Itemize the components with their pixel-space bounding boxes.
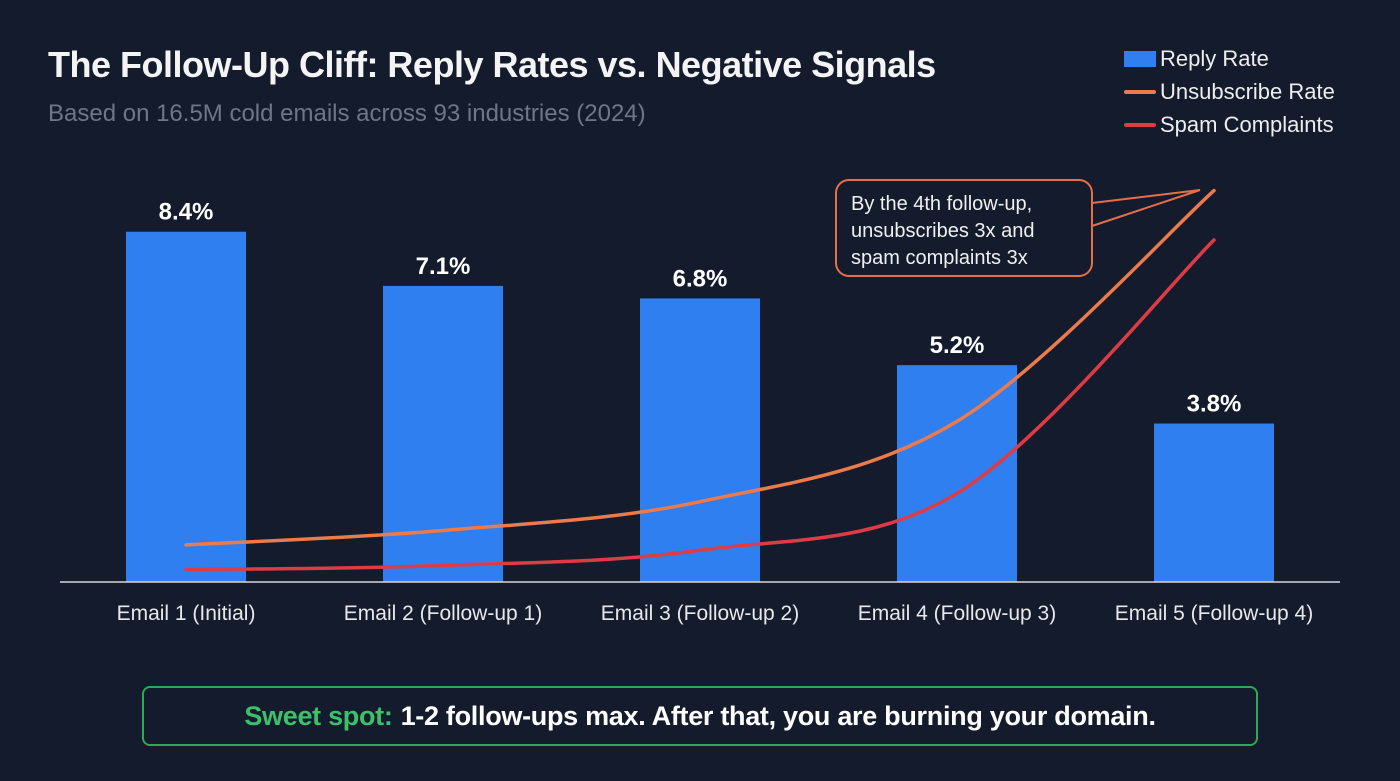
bar-value-label: 5.2% bbox=[930, 332, 985, 359]
bar bbox=[897, 365, 1017, 582]
legend-swatch bbox=[1124, 122, 1156, 127]
legend-label: Unsubscribe Rate bbox=[1160, 78, 1335, 104]
x-tick-label: Email 1 (Initial) bbox=[117, 602, 256, 625]
legend-label: Reply Rate bbox=[1160, 45, 1269, 71]
chart-title: The Follow-Up Cliff: Reply Rates vs. Neg… bbox=[48, 44, 936, 85]
bar bbox=[126, 231, 246, 582]
x-tick-label: Email 5 (Follow-up 4) bbox=[1115, 602, 1313, 625]
annotation-line: By the 4th follow-up, bbox=[851, 193, 1033, 215]
line-unsubscribe-rate bbox=[184, 188, 1216, 547]
banner-text: 1-2 follow-ups max. After that, you are … bbox=[400, 700, 1156, 731]
annotation-line: unsubscribes 3x and bbox=[851, 220, 1035, 242]
x-tick-label: Email 2 (Follow-up 1) bbox=[344, 602, 542, 625]
bar-value-label: 3.8% bbox=[1187, 391, 1242, 418]
annotation-callout: By the 4th follow-up, unsubscribes 3x an… bbox=[835, 179, 1093, 277]
bar bbox=[640, 298, 760, 582]
legend-swatch bbox=[1124, 50, 1156, 67]
legend-item-reply: Reply Rate bbox=[1124, 42, 1335, 75]
bar-value-label: 6.8% bbox=[673, 265, 728, 292]
legend-item-spam: Spam Complaints bbox=[1124, 108, 1335, 141]
line-spam-complaints bbox=[184, 238, 1216, 572]
callout-pointer bbox=[1091, 189, 1201, 227]
banner-highlight: Sweet spot: bbox=[244, 700, 393, 731]
legend-swatch bbox=[1124, 89, 1156, 94]
annotation-line: spam complaints 3x bbox=[851, 247, 1028, 269]
bar-value-label: 8.4% bbox=[159, 199, 214, 226]
x-tick-label: Email 3 (Follow-up 2) bbox=[601, 602, 799, 625]
takeaway-banner: Sweet spot: 1-2 follow-ups max. After th… bbox=[142, 686, 1258, 746]
legend-item-unsub: Unsubscribe Rate bbox=[1124, 75, 1335, 108]
bar-value-label: 7.1% bbox=[416, 253, 471, 280]
bar bbox=[383, 285, 503, 582]
legend: Reply Rate Unsubscribe Rate Spam Complai… bbox=[1124, 42, 1335, 141]
chart-subtitle: Based on 16.5M cold emails across 93 ind… bbox=[48, 100, 646, 127]
bar bbox=[1154, 423, 1274, 582]
x-tick-label: Email 4 (Follow-up 3) bbox=[858, 602, 1056, 625]
legend-label: Spam Complaints bbox=[1160, 111, 1334, 137]
